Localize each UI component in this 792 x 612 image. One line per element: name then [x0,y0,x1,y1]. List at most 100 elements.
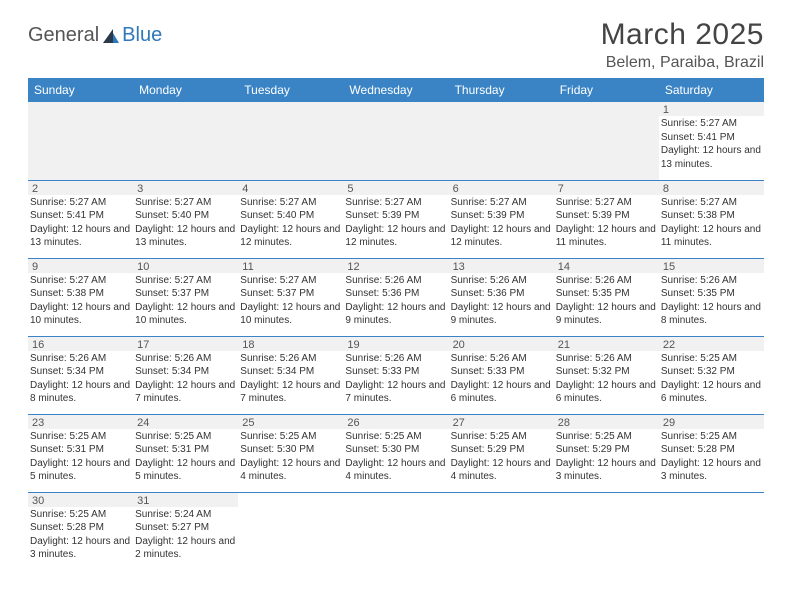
day-number: 20 [449,337,554,351]
logo: General Blue [28,24,162,47]
day-number: 30 [28,493,133,507]
day-details: Sunrise: 5:24 AMSunset: 5:27 PMDaylight:… [133,507,238,562]
calendar-day-cell: 11Sunrise: 5:27 AMSunset: 5:37 PMDayligh… [238,258,343,336]
day-number: 21 [554,337,659,351]
calendar-day-cell: 1Sunrise: 5:27 AMSunset: 5:41 PMDaylight… [659,102,764,180]
day-number: 10 [133,259,238,273]
calendar-day-cell: 17Sunrise: 5:26 AMSunset: 5:34 PMDayligh… [133,336,238,414]
day-details: Sunrise: 5:25 AMSunset: 5:31 PMDaylight:… [133,429,238,484]
calendar-day-cell: 13Sunrise: 5:26 AMSunset: 5:36 PMDayligh… [449,258,554,336]
day-details: Sunrise: 5:25 AMSunset: 5:28 PMDaylight:… [659,429,764,484]
calendar-day-cell: 15Sunrise: 5:26 AMSunset: 5:35 PMDayligh… [659,258,764,336]
calendar-empty-cell [554,492,659,570]
day-number: 2 [28,181,133,195]
day-details: Sunrise: 5:26 AMSunset: 5:33 PMDaylight:… [449,351,554,406]
day-details: Sunrise: 5:26 AMSunset: 5:32 PMDaylight:… [554,351,659,406]
day-details: Sunrise: 5:25 AMSunset: 5:30 PMDaylight:… [238,429,343,484]
location-subtitle: Belem, Paraiba, Brazil [601,54,764,72]
day-number: 27 [449,415,554,429]
calendar-week-row: 23Sunrise: 5:25 AMSunset: 5:31 PMDayligh… [28,414,764,492]
calendar-day-cell: 4Sunrise: 5:27 AMSunset: 5:40 PMDaylight… [238,180,343,258]
calendar-week-row: 1Sunrise: 5:27 AMSunset: 5:41 PMDaylight… [28,102,764,180]
day-details: Sunrise: 5:26 AMSunset: 5:33 PMDaylight:… [343,351,448,406]
calendar-day-cell: 31Sunrise: 5:24 AMSunset: 5:27 PMDayligh… [133,492,238,570]
day-details: Sunrise: 5:26 AMSunset: 5:36 PMDaylight:… [343,273,448,328]
day-details: Sunrise: 5:25 AMSunset: 5:31 PMDaylight:… [28,429,133,484]
weekday-header: Saturday [659,78,764,102]
calendar-day-cell: 29Sunrise: 5:25 AMSunset: 5:28 PMDayligh… [659,414,764,492]
calendar-day-cell: 20Sunrise: 5:26 AMSunset: 5:33 PMDayligh… [449,336,554,414]
day-details: Sunrise: 5:27 AMSunset: 5:39 PMDaylight:… [343,195,448,250]
day-number: 22 [659,337,764,351]
day-details: Sunrise: 5:27 AMSunset: 5:38 PMDaylight:… [659,195,764,250]
day-number: 31 [133,493,238,507]
calendar-day-cell: 12Sunrise: 5:26 AMSunset: 5:36 PMDayligh… [343,258,448,336]
calendar-empty-cell [449,102,554,180]
calendar-day-cell: 2Sunrise: 5:27 AMSunset: 5:41 PMDaylight… [28,180,133,258]
logo-text-2: Blue [122,24,162,47]
day-number: 23 [28,415,133,429]
day-number: 13 [449,259,554,273]
calendar-week-row: 30Sunrise: 5:25 AMSunset: 5:28 PMDayligh… [28,492,764,570]
day-number: 3 [133,181,238,195]
day-details: Sunrise: 5:27 AMSunset: 5:38 PMDaylight:… [28,273,133,328]
calendar-day-cell: 26Sunrise: 5:25 AMSunset: 5:30 PMDayligh… [343,414,448,492]
day-details: Sunrise: 5:25 AMSunset: 5:29 PMDaylight:… [449,429,554,484]
day-number: 15 [659,259,764,273]
calendar-day-cell: 16Sunrise: 5:26 AMSunset: 5:34 PMDayligh… [28,336,133,414]
calendar-empty-cell [28,102,133,180]
day-number: 11 [238,259,343,273]
calendar-day-cell: 25Sunrise: 5:25 AMSunset: 5:30 PMDayligh… [238,414,343,492]
day-details: Sunrise: 5:27 AMSunset: 5:41 PMDaylight:… [659,116,764,171]
calendar-empty-cell [554,102,659,180]
calendar-empty-cell [238,492,343,570]
day-details: Sunrise: 5:26 AMSunset: 5:35 PMDaylight:… [554,273,659,328]
calendar-day-cell: 10Sunrise: 5:27 AMSunset: 5:37 PMDayligh… [133,258,238,336]
day-number: 14 [554,259,659,273]
calendar-week-row: 2Sunrise: 5:27 AMSunset: 5:41 PMDaylight… [28,180,764,258]
header: General Blue March 2025 Belem, Paraiba, … [28,18,764,72]
calendar-day-cell: 19Sunrise: 5:26 AMSunset: 5:33 PMDayligh… [343,336,448,414]
calendar-day-cell: 5Sunrise: 5:27 AMSunset: 5:39 PMDaylight… [343,180,448,258]
calendar-day-cell: 18Sunrise: 5:26 AMSunset: 5:34 PMDayligh… [238,336,343,414]
calendar-body: 1Sunrise: 5:27 AMSunset: 5:41 PMDaylight… [28,102,764,570]
calendar-empty-cell [343,492,448,570]
weekday-header: Tuesday [238,78,343,102]
weekday-header: Friday [554,78,659,102]
logo-text-1: General [28,24,99,47]
calendar-day-cell: 21Sunrise: 5:26 AMSunset: 5:32 PMDayligh… [554,336,659,414]
calendar-day-cell: 6Sunrise: 5:27 AMSunset: 5:39 PMDaylight… [449,180,554,258]
day-number: 28 [554,415,659,429]
calendar-week-row: 9Sunrise: 5:27 AMSunset: 5:38 PMDaylight… [28,258,764,336]
day-details: Sunrise: 5:27 AMSunset: 5:37 PMDaylight:… [238,273,343,328]
day-number: 26 [343,415,448,429]
day-details: Sunrise: 5:27 AMSunset: 5:40 PMDaylight:… [133,195,238,250]
day-details: Sunrise: 5:26 AMSunset: 5:34 PMDaylight:… [133,351,238,406]
day-number: 4 [238,181,343,195]
calendar-empty-cell [343,102,448,180]
day-number: 8 [659,181,764,195]
calendar-empty-cell [659,492,764,570]
calendar-day-cell: 7Sunrise: 5:27 AMSunset: 5:39 PMDaylight… [554,180,659,258]
day-details: Sunrise: 5:25 AMSunset: 5:32 PMDaylight:… [659,351,764,406]
calendar-empty-cell [238,102,343,180]
calendar-day-cell: 3Sunrise: 5:27 AMSunset: 5:40 PMDaylight… [133,180,238,258]
weekday-header: Sunday [28,78,133,102]
calendar-table: SundayMondayTuesdayWednesdayThursdayFrid… [28,78,764,570]
calendar-day-cell: 27Sunrise: 5:25 AMSunset: 5:29 PMDayligh… [449,414,554,492]
day-number: 9 [28,259,133,273]
day-details: Sunrise: 5:27 AMSunset: 5:37 PMDaylight:… [133,273,238,328]
day-details: Sunrise: 5:27 AMSunset: 5:39 PMDaylight:… [449,195,554,250]
weekday-header: Monday [133,78,238,102]
day-number: 17 [133,337,238,351]
calendar-empty-cell [133,102,238,180]
calendar-day-cell: 14Sunrise: 5:26 AMSunset: 5:35 PMDayligh… [554,258,659,336]
day-details: Sunrise: 5:25 AMSunset: 5:29 PMDaylight:… [554,429,659,484]
calendar-day-cell: 22Sunrise: 5:25 AMSunset: 5:32 PMDayligh… [659,336,764,414]
day-number: 1 [659,102,764,116]
day-number: 18 [238,337,343,351]
calendar-empty-cell [449,492,554,570]
day-number: 16 [28,337,133,351]
day-number: 12 [343,259,448,273]
day-details: Sunrise: 5:27 AMSunset: 5:40 PMDaylight:… [238,195,343,250]
